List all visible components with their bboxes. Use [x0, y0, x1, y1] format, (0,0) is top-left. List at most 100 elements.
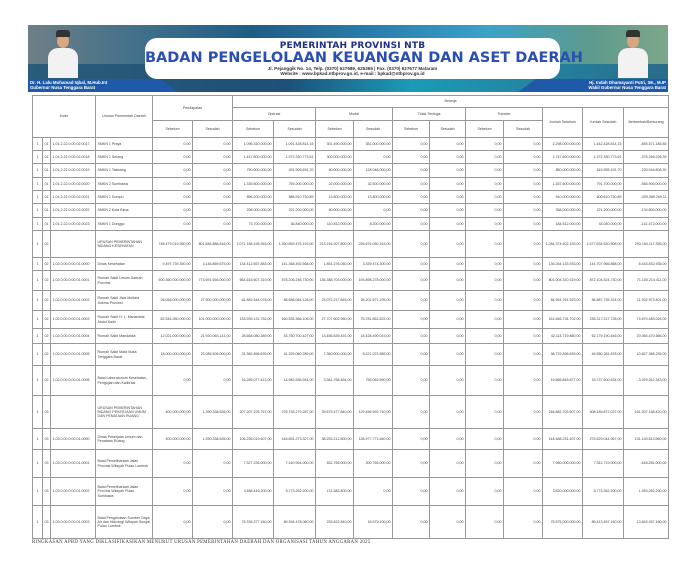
cell-tidak-terduga-sebelum: 0,00: [392, 477, 431, 506]
cell-urusan-name: Balai Laboratorium Kesehatan, Pengujian …: [95, 365, 154, 396]
header-transfer-sebelum: Sebelum: [465, 120, 505, 138]
cell-modal-sesudah: 3.339.474.300,00: [353, 257, 394, 271]
cell-operasi-sebelum: 7.327.235.000,00: [232, 449, 275, 478]
cell-bertambah-berkurang: 20.064.470.566,00: [623, 328, 670, 344]
cell-bidang-code: 01: [42, 177, 51, 191]
cell-operasi-sebelum: 664.615.607.319,00: [232, 270, 275, 291]
cell-transfer-sesudah: 0,00: [503, 449, 544, 478]
cell-urusan-name: Rumah Sakit Mandalika: [95, 328, 154, 344]
cell-bidang-code: 03: [42, 395, 51, 429]
cell-operasi-sesudah: 43.750.700.427,00: [273, 328, 317, 344]
cell-bertambah-berkurang: 74.670.483.026,00: [623, 310, 670, 329]
cell-tidak-terduga-sesudah: 0,00: [429, 290, 467, 311]
cell-pendapatan-sebelum: 0,00: [152, 190, 194, 204]
right-name-strip: [518, 79, 668, 92]
cell-pendapatan-sesudah: 0,00: [192, 137, 234, 151]
cell-urusan-code: 1: [32, 505, 43, 539]
cell-tidak-terduga-sesudah: 0,00: [429, 505, 467, 539]
cell-tidak-terduga-sesudah: 0,00: [429, 257, 467, 271]
cell-tidak-terduga-sebelum: 0,00: [392, 310, 431, 329]
cell-bertambah-berkurang: -309.389.269,11: [623, 190, 670, 204]
cell-kode: 1.01.2.22.0.00.02.0020: [49, 177, 97, 191]
cell-modal-sesudah: 128.048.000,00: [353, 163, 394, 178]
cell-jumlah-sebelum: 3.620.000.000,00: [542, 477, 584, 506]
cell-pendapatan-sebelum: 18.000.000.000,00: [152, 343, 194, 366]
cell-kode: 1.03.0.00.0.00.01.0001: [49, 449, 97, 478]
government-title: PEMERINTAH PROVINSI NTB: [279, 41, 426, 51]
cell-transfer-sebelum: 0,00: [465, 137, 505, 151]
cell-pendapatan-sebelum: 748.479.019.350,00: [152, 230, 194, 258]
header-operasi-sebelum: Sebelum: [232, 120, 275, 138]
cell-bidang-code: 02: [42, 328, 51, 344]
cell-pendapatan-sesudah: 0,00: [192, 163, 234, 178]
apbd-table: Kode Urusan Pemerintah Daerah Pendapatan…: [31, 95, 670, 539]
cell-jumlah-sebelum: 184.512.000,00: [542, 217, 584, 231]
cell-pendapatan-sebelum: 9.497.739.350,00: [152, 257, 194, 271]
cell-bidang-code: 02: [42, 230, 51, 258]
cell-operasi-sebelum: 75.336.377.160,00: [232, 505, 275, 539]
cell-bidang-code: 02: [42, 365, 51, 396]
table-row: 1 02 1.02.0.00.0.00.01.0002 Rumah Sakit Jiw…: [32, 290, 670, 311]
cell-operasi-sesudah: 41.329.060.289,00: [273, 343, 317, 366]
cell-operasi-sebelum: 1.096.310.000,00: [232, 137, 275, 151]
cell-transfer-sesudah: 0,00: [503, 290, 544, 311]
cell-jumlah-sesudah: 5.773.262.200,00: [582, 477, 625, 506]
cell-transfer-sebelum: 0,00: [465, 150, 505, 164]
cell-urusan-code: 1: [32, 230, 43, 258]
cell-operasi-sesudah: 1.350.859.475.193,00: [273, 230, 317, 258]
cell-pendapatan-sebelum: 0,00: [152, 365, 194, 396]
cell-jumlah-sebelum: 136.264.133.933,00: [542, 257, 584, 271]
cell-urusan-code: 1: [32, 343, 43, 366]
cell-tidak-terduga-sesudah: 0,00: [429, 203, 467, 218]
cell-modal-sebelum: 1.851.276.050,00: [315, 257, 355, 271]
table-row: 1 02 1.02.0.00.0.00.01.0000 Dinas Kesehatan…: [32, 257, 670, 271]
cell-kode: 1.01.2.22.0.00.02.0022: [49, 203, 97, 218]
agency-address: Jl. Pejanggik No. 14, Telp. (0370) 62768…: [267, 66, 438, 71]
cell-modal-sesudah: 755.063.590,00: [353, 365, 394, 396]
cell-kode: [49, 395, 97, 429]
cell-jumlah-sesudah: 7.341.719.000,00: [582, 449, 625, 478]
cell-bertambah-berkurang: -141.472.000,00: [623, 217, 670, 231]
cell-jumlah-sebelum: 42.114.719.880,00: [542, 328, 584, 344]
cell-modal-sesudah: 128.977.771.640,00: [353, 428, 394, 450]
cell-modal-sebelum: 13.800.000,00: [315, 190, 355, 204]
table-row: 1 02 1.02.0.00.0.00.01.0006 Balai Laborator…: [32, 365, 670, 396]
cell-operasi-sesudah: 221.200.000,00: [273, 203, 317, 218]
cell-modal-sesudah: 18.428.490.019,00: [353, 328, 394, 344]
cell-jumlah-sesudah: 408.189.872.027,00: [582, 395, 625, 429]
cell-transfer-sesudah: 0,00: [503, 328, 544, 344]
cell-jumlah-sesudah: 1.442.428.814,15: [582, 137, 625, 151]
cell-pendapatan-sebelum: 400.000.000,00: [152, 428, 194, 450]
cell-modal-sebelum: 300.000.000,00: [315, 150, 355, 164]
cell-transfer-sebelum: 0,00: [465, 328, 505, 344]
cell-modal-sesudah: 0,00: [353, 150, 394, 164]
cell-modal-sesudah: 8.200.000,00: [353, 217, 394, 231]
cell-bidang-code: 01: [42, 217, 51, 231]
cell-bertambah-berkurang: 8.443.832.935,00: [623, 257, 670, 271]
cell-tidak-terduga-sebelum: 0,00: [392, 290, 431, 311]
cell-transfer-sesudah: 0,00: [503, 395, 544, 429]
header-urusan: Urusan Pemerintah Daerah: [95, 95, 154, 138]
cell-tidak-terduga-sesudah: 0,00: [429, 328, 467, 344]
cell-jumlah-sebelum: 1.284.374.402.153,00: [542, 230, 584, 258]
table-row: 1 03 1.03.0.00.0.00.01.0003 Balai Pengelola…: [32, 505, 670, 539]
cell-pendapatan-sebelum: 0,00: [152, 150, 194, 164]
cell-operasi-sebelum: 790.000.000,00: [232, 163, 275, 178]
cell-jumlah-sebelum: 144.488.231.407,00: [542, 428, 584, 450]
header-tidak-terduga: Tidak Terduga: [392, 107, 467, 121]
cell-jumlah-sebelum: 2.298.000.000,00: [542, 137, 584, 151]
cell-modal-sebelum: 131.583.800,00: [315, 477, 355, 506]
cell-modal-sebelum: 13.456.639.491,00: [315, 328, 355, 344]
cell-modal-sesudah: 351.000.000,00: [353, 137, 394, 151]
cell-pendapatan-sesudah: 1.390.338.526,00: [192, 428, 234, 450]
table-row: 1 03 1.03.0.00.0.00.01.0000 Dinas Pekerjaan…: [32, 428, 670, 450]
cell-operasi-sebelum: 28.658.080.389,00: [232, 328, 275, 344]
cell-operasi-sebelum: 1.447.600.000,00: [232, 150, 275, 164]
cell-jumlah-sebelum: 358.000.000,00: [542, 203, 584, 218]
cell-operasi-sesudah: 1.091.428.814,15: [273, 137, 317, 151]
cell-pendapatan-sesudah: 27.500.000.000,00: [192, 290, 234, 311]
cell-transfer-sesudah: 0,00: [503, 230, 544, 258]
cell-jumlah-sesudah: 872.104.524.730,00: [582, 270, 625, 291]
cell-tidak-terduga-sebelum: 0,00: [392, 177, 431, 191]
cell-bertambah-berkurang: 11.932.973.401,00: [623, 290, 670, 311]
